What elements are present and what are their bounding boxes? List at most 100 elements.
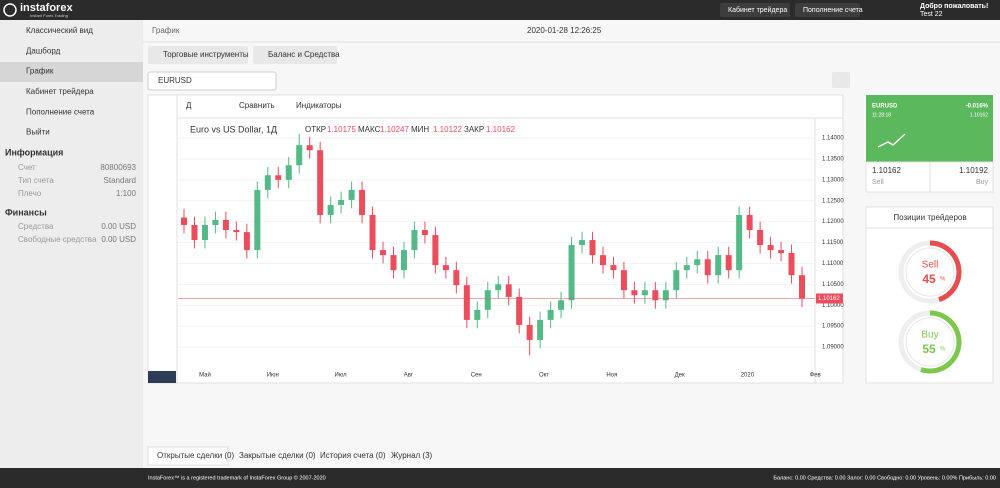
candle-body bbox=[338, 200, 344, 205]
bid-label: Sell bbox=[872, 179, 884, 186]
finance-value: 0.00 USD bbox=[101, 222, 136, 231]
ask: 1.10192 bbox=[959, 166, 988, 175]
bottom-tab[interactable]: Журнал (3) bbox=[391, 451, 433, 460]
candle-body bbox=[390, 255, 396, 270]
candle-body bbox=[212, 220, 218, 225]
candle-body bbox=[558, 300, 564, 310]
nav-item[interactable]: Выйти bbox=[26, 128, 50, 137]
candle-body bbox=[569, 245, 575, 300]
info-title: Информация bbox=[5, 147, 63, 157]
candle-body bbox=[610, 265, 616, 270]
y-tick-label: 1.13500 bbox=[822, 157, 844, 163]
legend-label: ОТКР bbox=[305, 125, 326, 134]
legend-value: 1.10122 bbox=[433, 125, 462, 134]
fullscreen-button[interactable] bbox=[832, 72, 850, 88]
toolbar-item[interactable]: Сравнить bbox=[239, 101, 275, 110]
nav-item[interactable]: Дашборд bbox=[26, 46, 61, 55]
bottom-tab[interactable]: Закрытые сделки (0) bbox=[239, 451, 316, 460]
gauge-value: 45 bbox=[922, 272, 936, 286]
candle-body bbox=[474, 310, 480, 320]
candle-body bbox=[642, 290, 648, 295]
quote-change: -0.016% bbox=[966, 104, 989, 110]
nav-item[interactable]: График bbox=[26, 67, 54, 76]
candle-body bbox=[747, 215, 753, 230]
toolbar-item[interactable]: Индикаторы bbox=[296, 101, 342, 110]
candle-body bbox=[548, 310, 554, 320]
candle-body bbox=[799, 275, 805, 298]
finance-value: 0.00 USD bbox=[101, 235, 136, 244]
y-tick-label: 1.13000 bbox=[822, 177, 844, 183]
legend-label: ЗАКР bbox=[464, 125, 484, 134]
x-tick-label: Ноя bbox=[606, 373, 617, 379]
tab-label[interactable]: Торговые инструменты bbox=[163, 50, 249, 59]
candle-body bbox=[401, 250, 407, 270]
candle-body bbox=[443, 265, 449, 270]
y-tick-label: 1.14000 bbox=[822, 136, 844, 142]
toolbar-item[interactable]: Д bbox=[186, 101, 192, 110]
candle-body bbox=[275, 175, 281, 180]
x-tick-label: Фев bbox=[810, 373, 821, 379]
candle-body bbox=[527, 325, 533, 340]
finance-label: Свободные средства bbox=[18, 235, 97, 244]
x-tick-label: Авг bbox=[404, 373, 414, 379]
candle-body bbox=[537, 320, 543, 340]
candle-body bbox=[590, 240, 596, 255]
y-tick-label: 1.11000 bbox=[822, 261, 844, 267]
nav-item[interactable]: Пополнение счета bbox=[26, 107, 95, 116]
quote-time: 11:28:18 bbox=[872, 112, 891, 118]
footer-left: InstaForex™ is a registered trademark of… bbox=[148, 474, 326, 481]
candle-body bbox=[349, 190, 355, 200]
candle-body bbox=[778, 250, 784, 253]
candle-body bbox=[244, 232, 250, 250]
gauge-label: Buy bbox=[921, 330, 938, 341]
gauge-value: 55 bbox=[922, 342, 936, 356]
page-title: График bbox=[152, 26, 180, 35]
candle-body bbox=[328, 205, 334, 215]
ask-label: Buy bbox=[976, 179, 989, 186]
x-tick-label: Сен bbox=[471, 373, 482, 379]
candle-body bbox=[621, 270, 627, 290]
candle-body bbox=[736, 215, 742, 270]
price-tag-label: 1.10162 bbox=[818, 296, 840, 302]
nav-active bbox=[0, 62, 143, 82]
candle-body bbox=[359, 190, 365, 215]
x-tick-label: Май bbox=[199, 372, 211, 379]
info-value: 1:100 bbox=[116, 189, 137, 198]
legend-value: 1.10247 bbox=[380, 125, 409, 134]
candle-body bbox=[516, 297, 522, 325]
y-tick-label: 1.10000 bbox=[822, 303, 844, 309]
welcome: Добро пожаловать! bbox=[920, 2, 988, 10]
toolbar-collapse[interactable] bbox=[148, 371, 176, 383]
symbol: EURUSD bbox=[158, 76, 192, 85]
candle-body bbox=[370, 215, 376, 250]
footer-right: Баланс: 0.00 Средства: 0.00 Залог: 0.00 … bbox=[773, 475, 996, 481]
bottom-tab[interactable]: История счета (0) bbox=[320, 451, 386, 460]
candle-body bbox=[673, 270, 679, 290]
bottom-tab[interactable]: Открытые сделки (0) bbox=[157, 451, 234, 460]
nav-item[interactable]: Классический вид bbox=[26, 26, 93, 35]
y-tick-label: 1.10500 bbox=[822, 282, 844, 288]
candle-body bbox=[506, 284, 512, 297]
header-button-label: Пополнение счета bbox=[803, 7, 863, 14]
x-tick-label: Июн bbox=[267, 373, 279, 379]
finance-label: Средства bbox=[18, 222, 54, 231]
candle-body bbox=[265, 175, 271, 190]
nav-item[interactable]: Кабинет трейдера bbox=[26, 87, 94, 96]
info-label: Счет bbox=[18, 163, 36, 172]
legend-label: МИН bbox=[411, 125, 429, 134]
info-value: Standard bbox=[104, 176, 136, 185]
info-label: Тип счета bbox=[18, 176, 54, 185]
x-tick-label: Окт bbox=[539, 373, 549, 379]
legend-value: 1.10162 bbox=[486, 125, 515, 134]
candle-body bbox=[181, 217, 187, 225]
candle-body bbox=[715, 255, 721, 275]
y-tick-label: 1.09000 bbox=[822, 345, 844, 351]
y-tick-label: 1.12000 bbox=[822, 219, 844, 225]
gauge-unit: % bbox=[940, 277, 946, 283]
x-tick-label: 2020 bbox=[741, 373, 755, 379]
candle-body bbox=[485, 290, 491, 310]
candle-body bbox=[191, 225, 197, 240]
info-label: Плечо bbox=[18, 189, 42, 198]
tab-label[interactable]: Баланс и Средства bbox=[268, 50, 340, 59]
